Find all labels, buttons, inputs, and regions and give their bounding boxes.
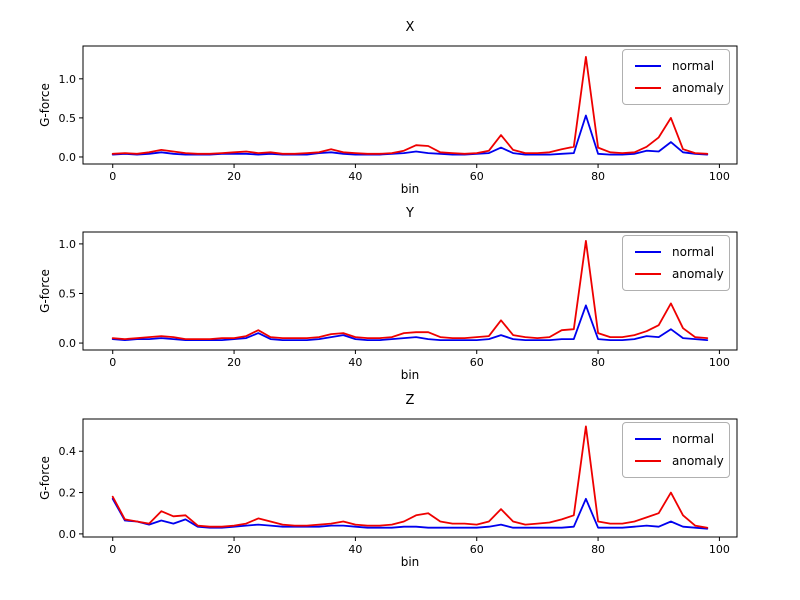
x-tick-label: 100 — [709, 170, 730, 183]
x-tick-label: 20 — [227, 543, 241, 556]
subplot-y-legend: normal anomaly — [622, 235, 730, 291]
subplot-z-axes: 0 20 40 60 80 100 0.0 0.2 0.4 — [59, 418, 738, 556]
x-tick-label: 80 — [591, 356, 605, 369]
anomaly-line-sample — [635, 273, 661, 275]
normal-line-sample — [635, 65, 661, 67]
x-tick-label: 80 — [591, 170, 605, 183]
x-tick-label: 60 — [470, 356, 484, 369]
normal-line-sample — [635, 251, 661, 253]
x-tick-label: 40 — [348, 356, 362, 369]
subplot-x-title: X — [405, 20, 415, 35]
legend-label: anomaly — [672, 267, 724, 281]
y-tick-label: 1.0 — [59, 73, 77, 86]
y-tick-label: 0.0 — [59, 151, 77, 164]
x-tick-label: 40 — [348, 170, 362, 183]
legend-item-anomaly: anomaly — [623, 450, 729, 472]
subplot-y-axes: 0 20 40 60 80 100 0.0 0.5 1.0 — [59, 231, 738, 369]
subplot-x-axes: 0 20 40 60 80 100 0.0 0.5 1.0 — [59, 45, 738, 183]
x-tick-label: 80 — [591, 543, 605, 556]
legend-item-anomaly: anomaly — [623, 263, 729, 285]
y-tick-label: 0.0 — [59, 337, 77, 350]
x-tick-label: 20 — [227, 356, 241, 369]
anomaly-line-sample — [635, 87, 661, 89]
x-tick-label: 0 — [109, 170, 116, 183]
subplot-x: 0 20 40 60 80 100 0.0 0.5 1.0 X G-force bin norm… — [0, 0, 800, 196]
legend-item-anomaly: anomaly — [623, 77, 729, 99]
legend-label: normal — [672, 245, 715, 259]
subplot-y-xlabel: bin — [400, 368, 420, 382]
normal-line-sample — [635, 438, 661, 440]
axes-frame — [82, 45, 738, 165]
legend-label: anomaly — [672, 454, 724, 468]
legend-item-normal: normal — [623, 55, 729, 77]
y-tick-label: 0.5 — [59, 287, 77, 300]
subplot-x-xlabel: bin — [400, 182, 420, 196]
normal-line — [111, 304, 709, 342]
legend-item-normal: normal — [623, 428, 729, 450]
subplot-z-ylabel: G-force — [38, 456, 52, 500]
subplot-z-title: Z — [405, 393, 415, 408]
axes-frame — [82, 231, 738, 351]
subplot-z-xlabel: bin — [400, 555, 420, 569]
y-tick-label: 1.0 — [59, 238, 77, 251]
x-tick-label: 20 — [227, 170, 241, 183]
x-tick-label: 60 — [470, 543, 484, 556]
legend-item-normal: normal — [623, 241, 729, 263]
anomaly-line — [111, 56, 709, 155]
x-tick-label: 100 — [709, 356, 730, 369]
x-tick-label: 60 — [470, 170, 484, 183]
subplot-x-legend: normal anomaly — [622, 49, 730, 105]
subplot-z-legend: normal anomaly — [622, 422, 730, 478]
y-tick-label: 0.2 — [59, 487, 77, 500]
anomaly-line — [111, 240, 709, 341]
subplot-y-ylabel: G-force — [38, 269, 52, 313]
y-tick-label: 0.0 — [59, 528, 77, 541]
x-tick-label: 0 — [109, 356, 116, 369]
anomaly-line-sample — [635, 460, 661, 462]
y-tick-label: 0.5 — [59, 112, 77, 125]
legend-label: normal — [672, 59, 715, 73]
x-tick-label: 100 — [709, 543, 730, 556]
y-tick-label: 0.4 — [59, 445, 77, 458]
x-tick-label: 0 — [109, 543, 116, 556]
subplot-z: 0 20 40 60 80 100 0.0 0.2 0.4 Z G-force bin norm… — [0, 373, 800, 569]
subplot-x-ylabel: G-force — [38, 83, 52, 127]
subplot-y-title: Y — [406, 206, 414, 221]
subplot-y: 0 20 40 60 80 100 0.0 0.5 1.0 Y G-force bin norm… — [0, 186, 800, 382]
legend-label: normal — [672, 432, 715, 446]
normal-line — [111, 497, 709, 530]
legend-label: anomaly — [672, 81, 724, 95]
anomaly-line — [111, 425, 709, 529]
axes-frame — [82, 418, 738, 538]
x-tick-label: 40 — [348, 543, 362, 556]
